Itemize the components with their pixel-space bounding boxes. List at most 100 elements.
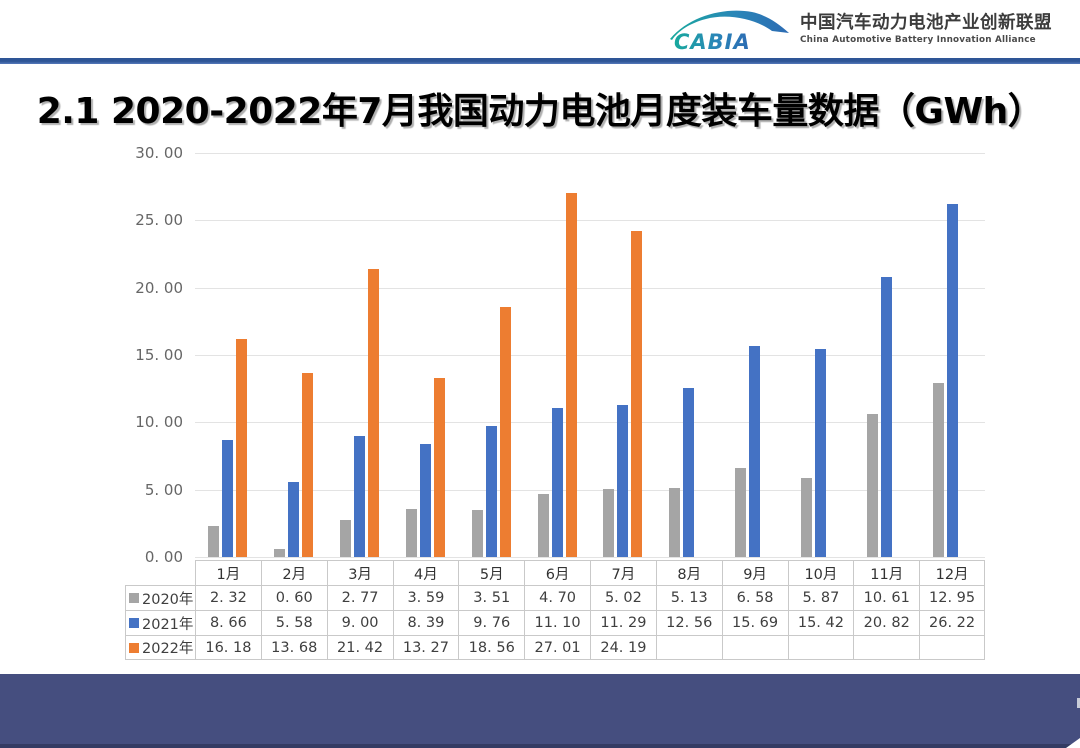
month-header-cell: 1月 <box>195 560 261 585</box>
value-cell: 6. 58 <box>721 585 788 610</box>
bar-2021年 <box>946 203 958 557</box>
bar-2020年 <box>603 489 615 557</box>
legend-row-header: 2022年 <box>125 635 195 660</box>
org-name-en: China Automotive Battery Innovation Alli… <box>800 34 1036 45</box>
y-tick-label: 5. 00 <box>144 480 183 499</box>
value-cell <box>853 635 920 660</box>
bar-2022年 <box>368 268 380 557</box>
bar-2020年 <box>274 548 286 557</box>
value-cell <box>721 635 788 660</box>
bar-2022年 <box>565 193 577 557</box>
value-cell <box>919 635 985 660</box>
bar-2021年 <box>683 387 695 557</box>
org-logo: CABIA 中国汽车动力电池产业创新联盟 China Automotive Ba… <box>668 5 1052 53</box>
legend-row-header: 2021年 <box>125 610 195 635</box>
month-header-cell: 7月 <box>590 560 656 585</box>
value-cell: 12. 95 <box>919 585 985 610</box>
bar-group <box>393 153 459 557</box>
bar-2020年 <box>537 493 549 557</box>
gridline <box>195 557 985 558</box>
bar-2020年 <box>735 468 747 557</box>
value-cell: 2. 32 <box>195 585 261 610</box>
legend-row-header: 2020年 <box>125 585 195 610</box>
bar-2022年 <box>302 372 314 557</box>
value-cell: 24. 19 <box>590 635 656 660</box>
bar-group <box>327 153 393 557</box>
value-cell: 3. 59 <box>392 585 459 610</box>
value-cell: 11. 10 <box>524 610 590 635</box>
y-tick-label: 30. 00 <box>135 144 183 162</box>
org-names: 中国汽车动力电池产业创新联盟 China Automotive Battery … <box>800 13 1052 45</box>
value-cell: 15. 42 <box>787 610 854 635</box>
plot-area <box>195 153 985 558</box>
month-header-cell: 6月 <box>524 560 590 585</box>
logo-wordmark: CABIA <box>674 30 751 53</box>
cabia-logo-icon: CABIA <box>670 10 789 53</box>
value-cell: 13. 68 <box>260 635 327 660</box>
data-table: 1月 2月 3月 4月 5月 6月 7月 8月 9月 10月 11月 12月 2020年 2. 32 0. … <box>125 560 985 660</box>
bar-group <box>195 153 261 557</box>
bar-2022年 <box>236 339 248 557</box>
bar-2021年 <box>617 404 629 557</box>
bar-2021年 <box>222 440 234 557</box>
bar-group <box>656 153 722 557</box>
value-cell: 26. 22 <box>919 610 985 635</box>
value-cell: 27. 01 <box>524 635 590 660</box>
value-cell: 13. 27 <box>392 635 459 660</box>
month-header-cell: 5月 <box>458 560 525 585</box>
value-cell: 5. 02 <box>590 585 656 610</box>
value-cell: 12. 56 <box>655 610 722 635</box>
value-cell <box>787 635 854 660</box>
bar-group <box>458 153 524 557</box>
value-cell: 5. 58 <box>260 610 327 635</box>
y-tick-label: 20. 00 <box>135 278 183 297</box>
bar-2021年 <box>354 435 366 557</box>
bar-2020年 <box>340 519 352 557</box>
corner-cell <box>125 560 195 585</box>
bar-group <box>590 153 656 557</box>
value-cell: 8. 39 <box>392 610 459 635</box>
bar-group <box>919 153 985 557</box>
legend-key-icon <box>129 593 139 603</box>
bar-group <box>853 153 919 557</box>
bar-2021年 <box>288 481 300 557</box>
y-tick-label: 15. 00 <box>135 346 183 364</box>
gridline <box>195 422 985 424</box>
bar-2020年 <box>405 508 417 557</box>
value-cell: 10. 61 <box>853 585 920 610</box>
bar-2022年 <box>631 231 643 557</box>
gridline <box>195 489 985 491</box>
bar-2020年 <box>800 477 812 557</box>
bar-2020年 <box>866 414 878 557</box>
value-cell: 8. 66 <box>195 610 261 635</box>
footer-strip <box>0 744 1080 748</box>
bar-group <box>788 153 854 557</box>
month-header-cell: 8月 <box>655 560 722 585</box>
value-cell <box>655 635 722 660</box>
value-cell: 9. 00 <box>326 610 393 635</box>
bar-group <box>722 153 788 557</box>
value-cell: 4. 70 <box>524 585 590 610</box>
value-cell: 11. 29 <box>590 610 656 635</box>
month-header-cell: 3月 <box>326 560 393 585</box>
bar-2021年 <box>485 425 497 557</box>
value-cell: 20. 82 <box>853 610 920 635</box>
value-cell: 3. 51 <box>458 585 525 610</box>
y-tick-label: 25. 00 <box>135 211 183 230</box>
header: CABIA 中国汽车动力电池产业创新联盟 China Automotive Ba… <box>0 0 1080 58</box>
bar-2022年 <box>499 307 511 557</box>
header-divider <box>0 58 1080 64</box>
month-header-cell: 12月 <box>919 560 985 585</box>
bar-2020年 <box>669 487 681 557</box>
value-cell: 5. 13 <box>655 585 722 610</box>
bar-2021年 <box>551 407 563 557</box>
value-cell: 15. 69 <box>721 610 788 635</box>
gridline <box>195 153 985 154</box>
value-cell: 21. 42 <box>326 635 393 660</box>
bar-chart: 0. 00 5. 00 10. 00 15. 00 20. 00 25. 00 30. 00… <box>125 140 985 666</box>
bar-2022年 <box>433 378 445 557</box>
gridline <box>195 355 985 356</box>
page-title: 2.1 2020-2022年7月我国动力电池月度装车量数据（GWh） <box>36 91 1044 132</box>
page-edge-notch <box>1077 698 1080 708</box>
